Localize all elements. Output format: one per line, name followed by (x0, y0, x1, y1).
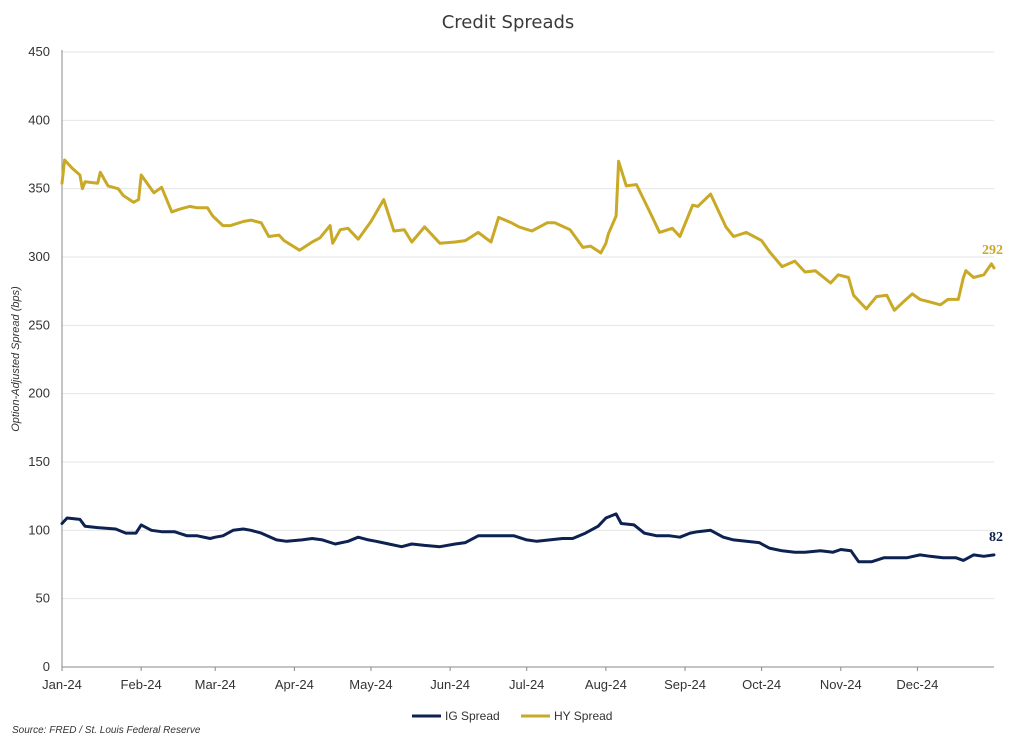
chart-title: Credit Spreads (442, 12, 575, 33)
y-tick-label: 100 (28, 522, 50, 537)
x-tick-label: Jul-24 (509, 677, 544, 692)
legend: IG Spread HY Spread (412, 709, 612, 723)
y-axis-label: Option-Adjusted Spread (bps) (10, 286, 22, 432)
x-tick-label: Dec-24 (896, 677, 938, 692)
y-tick-label: 250 (28, 317, 50, 332)
y-tick-label: 300 (28, 249, 50, 264)
x-tick-label: Feb-24 (121, 677, 162, 692)
end-value-label: 82 (989, 530, 1003, 545)
x-tick-label: Jun-24 (430, 677, 470, 692)
x-tick-label: Apr-24 (275, 677, 314, 692)
series-line-ig-spread (60, 512, 996, 564)
x-tick-label: May-24 (349, 677, 392, 692)
end-value-label: 292 (982, 243, 1003, 258)
y-tick-label: 350 (28, 181, 50, 196)
y-tick-label: 0 (43, 659, 50, 674)
series-line-hy-spread (60, 158, 996, 312)
y-tick-label: 400 (28, 112, 50, 127)
x-tick-label: Jan-24 (42, 677, 82, 692)
y-tick-label: 450 (28, 44, 50, 59)
y-tick-label: 150 (28, 454, 50, 469)
grid-layer (62, 51, 994, 600)
x-tick-label: Nov-24 (820, 677, 862, 692)
legend-label: IG Spread (445, 709, 500, 723)
x-tick-label: Mar-24 (195, 677, 236, 692)
legend-label: HY Spread (554, 709, 612, 723)
series-layer: 82 292 (60, 158, 1003, 564)
y-tick-label: 50 (36, 591, 50, 606)
source-note: Source: FRED / St. Louis Federal Reserve (12, 725, 201, 736)
y-tick-label: 200 (28, 386, 50, 401)
x-tick-label: Sep-24 (664, 677, 706, 692)
x-tick-label: Oct-24 (742, 677, 781, 692)
axis-layer: 0 50 100 150 200 250 300 350 400 450 Jan-24 Feb-24 M… (28, 44, 994, 692)
x-tick-label: Aug-24 (585, 677, 627, 692)
